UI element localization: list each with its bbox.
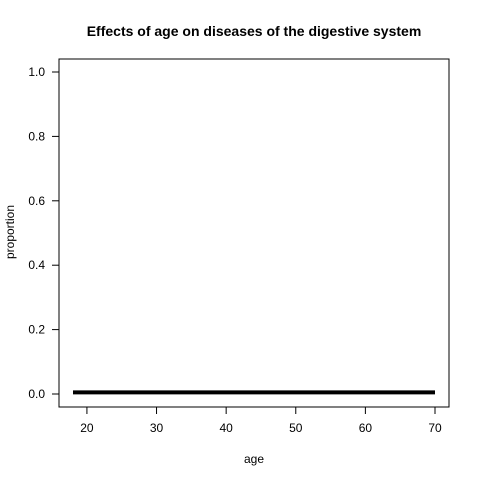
y-tick-label: 0.8 [28, 129, 45, 143]
y-tick-label: 1.0 [28, 65, 45, 79]
y-tick-label: 0.4 [28, 258, 45, 272]
x-tick-label: 20 [80, 421, 94, 435]
x-tick-label: 40 [219, 421, 233, 435]
x-tick-label: 60 [359, 421, 373, 435]
chart-title: Effects of age on diseases of the digest… [87, 23, 422, 39]
x-axis: 20 30 40 50 60 70 [80, 407, 442, 435]
x-tick-label: 30 [150, 421, 164, 435]
y-tick-label: 0.6 [28, 194, 45, 208]
x-axis-label: age [244, 452, 264, 466]
y-axis-label: proportion [3, 205, 17, 259]
y-tick-label: 0.0 [28, 387, 45, 401]
x-tick-label: 70 [428, 421, 442, 435]
plot-frame [58, 58, 450, 408]
y-axis: 0.0 0.2 0.4 0.6 0.8 1.0 [28, 65, 59, 401]
y-tick-label: 0.2 [28, 323, 45, 337]
x-tick-label: 50 [289, 421, 303, 435]
